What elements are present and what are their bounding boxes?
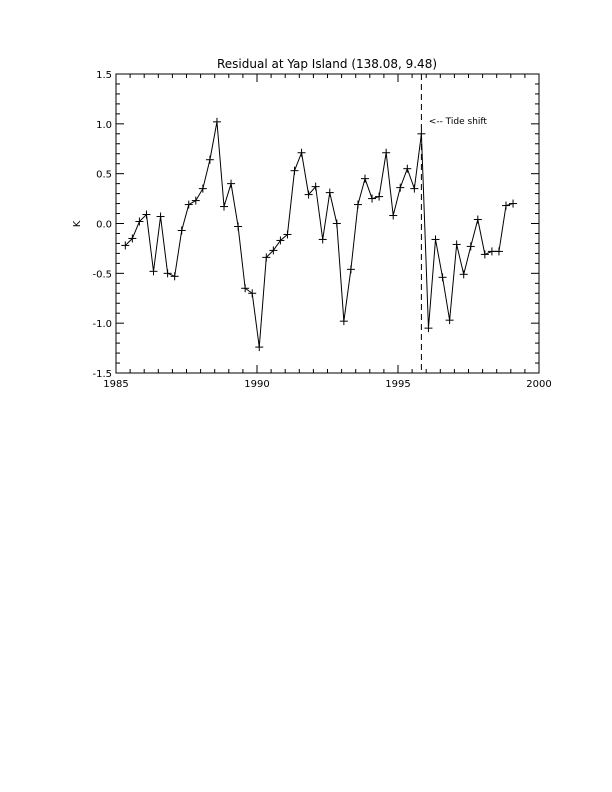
data-point [466,242,475,251]
data-point [220,202,229,211]
data-point [509,199,518,208]
data-point [410,184,419,193]
series-line [124,121,514,348]
data-point [346,265,355,274]
data-point [375,192,384,201]
data-point [353,200,362,209]
data-point [227,179,236,188]
data-point [212,117,221,126]
data-point [121,241,130,250]
data-point [325,188,334,197]
data-point [445,316,454,325]
chart-title: Residual at Yap Island (138.08, 9.48) [217,57,437,71]
data-point [332,219,341,228]
tide-shift-annotation: <-- Tide shift [429,117,488,127]
data-point [459,270,468,279]
data-point [438,273,447,282]
data-point [163,269,172,278]
data-point [368,194,377,203]
x-tick-label: 1985 [103,379,128,390]
x-tick-label: 1990 [244,379,269,390]
data-point [184,200,193,209]
data-point [431,235,440,244]
data-point [382,148,391,157]
data-point [311,182,320,191]
data-point [205,155,214,164]
y-tick-label: 0.5 [96,170,112,181]
data-point [424,324,433,333]
data-point [241,284,250,293]
data-point [389,211,398,220]
y-tick-label: 1.0 [96,120,112,131]
data-point [198,184,207,193]
data-point [248,289,257,298]
x-tick-label: 1995 [385,379,410,390]
data-point [135,217,144,226]
data-point [255,343,264,352]
data-point [234,222,243,231]
data-point [361,174,370,183]
x-tick-label: 2000 [526,379,551,390]
data-point [262,253,271,262]
data-point [177,226,186,235]
y-tick-label: -1.0 [92,319,112,330]
data-point [487,247,496,256]
data-point [149,267,158,276]
data-point [473,215,482,224]
data-point [283,230,292,239]
y-tick-label: 0.0 [96,220,112,231]
data-point [276,236,285,245]
data-point [128,234,137,243]
data-point [339,317,348,326]
y-axis-label: K [72,220,83,227]
data-point [191,196,200,205]
data-point [156,212,165,221]
x-tick-labels: 1985 1990 1995 2000 [103,379,551,390]
series-markers [121,117,518,352]
data-point [480,250,489,259]
data-point [403,164,412,173]
data-point [170,272,179,281]
data-point [494,247,503,256]
y-tick-label: -1.5 [92,369,112,380]
data-point [290,166,299,175]
data-point [297,148,306,157]
data-point [304,190,313,199]
data-point [142,210,151,219]
data-point [452,240,461,249]
y-tick-label: 1.5 [96,70,112,81]
data-point [269,246,278,255]
data-point [417,129,426,138]
y-tick-labels: -1.5 -1.0 -0.5 0.0 0.5 1.0 1.5 [92,70,112,380]
data-point [318,235,327,244]
data-point [502,201,511,210]
x-axis-ticks [115,74,540,373]
y-axis-ticks [116,73,539,374]
data-point [396,183,405,192]
y-tick-label: -0.5 [92,269,112,280]
